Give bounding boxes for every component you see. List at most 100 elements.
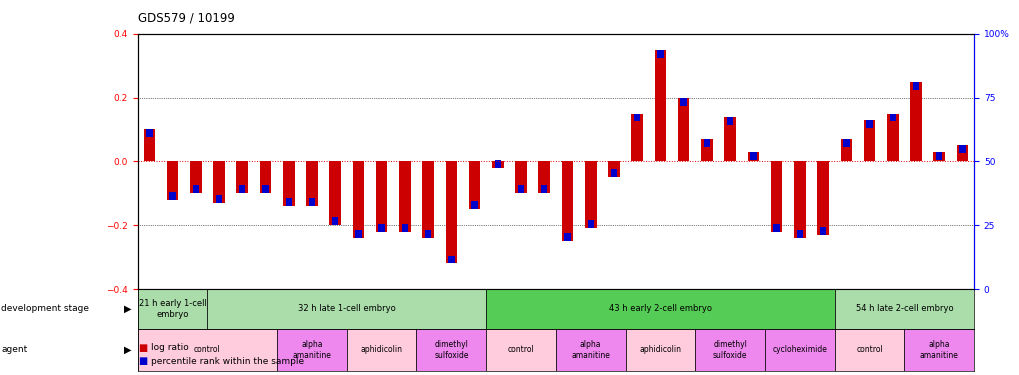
Bar: [564, 233, 571, 241]
Bar: [486, 289, 834, 329]
Text: alpha
amanitine: alpha amanitine: [571, 340, 609, 360]
Text: GDS579 / 10199: GDS579 / 10199: [138, 11, 234, 24]
Bar: [770, 161, 782, 232]
Bar: [887, 114, 898, 161]
Bar: [819, 227, 825, 235]
Bar: [285, 198, 291, 206]
Bar: [625, 329, 695, 371]
Bar: [138, 289, 207, 329]
Bar: [193, 185, 199, 193]
Bar: [587, 220, 593, 228]
Bar: [561, 161, 573, 241]
Bar: [309, 198, 315, 206]
Bar: [793, 161, 805, 238]
Text: percentile rank within the sample: percentile rank within the sample: [151, 357, 304, 366]
Text: cycloheximide: cycloheximide: [771, 345, 826, 354]
Bar: [306, 161, 318, 206]
Bar: [262, 185, 268, 193]
Bar: [425, 230, 431, 238]
Bar: [912, 82, 918, 90]
Bar: [764, 329, 834, 371]
Bar: [329, 161, 340, 225]
Text: agent: agent: [1, 345, 28, 354]
Bar: [932, 152, 945, 161]
Text: dimethyl
sulfoxide: dimethyl sulfoxide: [434, 340, 468, 360]
Bar: [166, 161, 178, 200]
Bar: [355, 230, 362, 238]
Bar: [445, 161, 457, 264]
Bar: [282, 161, 294, 206]
Bar: [772, 224, 780, 232]
Bar: [956, 146, 967, 161]
Text: log ratio: log ratio: [151, 344, 189, 352]
Bar: [190, 161, 202, 193]
Bar: [584, 161, 596, 228]
Text: development stage: development stage: [1, 304, 89, 313]
Text: 21 h early 1-cell
embryo: 21 h early 1-cell embryo: [139, 299, 206, 318]
Bar: [346, 329, 416, 371]
Bar: [865, 120, 872, 128]
Text: ▶: ▶: [124, 304, 131, 314]
Text: aphidicolin: aphidicolin: [361, 345, 403, 354]
Bar: [469, 161, 480, 209]
Bar: [843, 139, 849, 147]
Bar: [680, 98, 686, 105]
Bar: [236, 161, 248, 193]
Bar: [555, 329, 625, 371]
Bar: [238, 185, 246, 193]
Bar: [610, 170, 616, 177]
Bar: [796, 230, 802, 238]
Bar: [909, 82, 921, 161]
Bar: [723, 117, 736, 161]
Bar: [146, 129, 153, 138]
Bar: [277, 329, 346, 371]
Text: 54 h late 2-cell embryo: 54 h late 2-cell embryo: [855, 304, 953, 313]
Bar: [863, 120, 874, 161]
Bar: [331, 217, 338, 225]
Bar: [607, 161, 620, 177]
Bar: [678, 98, 689, 161]
Bar: [889, 114, 895, 122]
Bar: [935, 152, 942, 160]
Bar: [491, 161, 503, 168]
Text: alpha
amanitine: alpha amanitine: [919, 340, 958, 360]
Bar: [834, 329, 904, 371]
Bar: [631, 114, 642, 161]
Bar: [416, 329, 486, 371]
Bar: [703, 139, 709, 147]
Text: ■: ■: [138, 356, 147, 366]
Bar: [494, 160, 500, 168]
Bar: [398, 161, 411, 232]
Bar: [518, 185, 524, 193]
Bar: [727, 117, 733, 124]
Text: ■: ■: [138, 342, 147, 352]
Text: aphidicolin: aphidicolin: [639, 345, 681, 354]
Bar: [447, 255, 454, 264]
Bar: [540, 185, 547, 193]
Bar: [375, 161, 387, 232]
Text: ▶: ▶: [124, 345, 131, 355]
Text: 32 h late 1-cell embryo: 32 h late 1-cell embryo: [298, 304, 395, 313]
Bar: [904, 329, 973, 371]
Text: 43 h early 2-cell embryo: 43 h early 2-cell embryo: [608, 304, 711, 313]
Bar: [700, 139, 712, 161]
Bar: [353, 161, 364, 238]
Bar: [213, 161, 224, 203]
Bar: [840, 139, 851, 161]
Bar: [260, 161, 271, 193]
Bar: [169, 192, 175, 200]
Bar: [654, 50, 665, 161]
Bar: [216, 195, 222, 203]
Bar: [144, 129, 155, 161]
Bar: [656, 50, 663, 58]
Bar: [695, 329, 764, 371]
Bar: [401, 224, 408, 232]
Bar: [834, 289, 973, 329]
Bar: [471, 201, 477, 209]
Bar: [538, 161, 549, 193]
Bar: [378, 224, 384, 232]
Bar: [749, 152, 756, 160]
Bar: [634, 114, 640, 122]
Bar: [515, 161, 527, 193]
Bar: [747, 152, 758, 161]
